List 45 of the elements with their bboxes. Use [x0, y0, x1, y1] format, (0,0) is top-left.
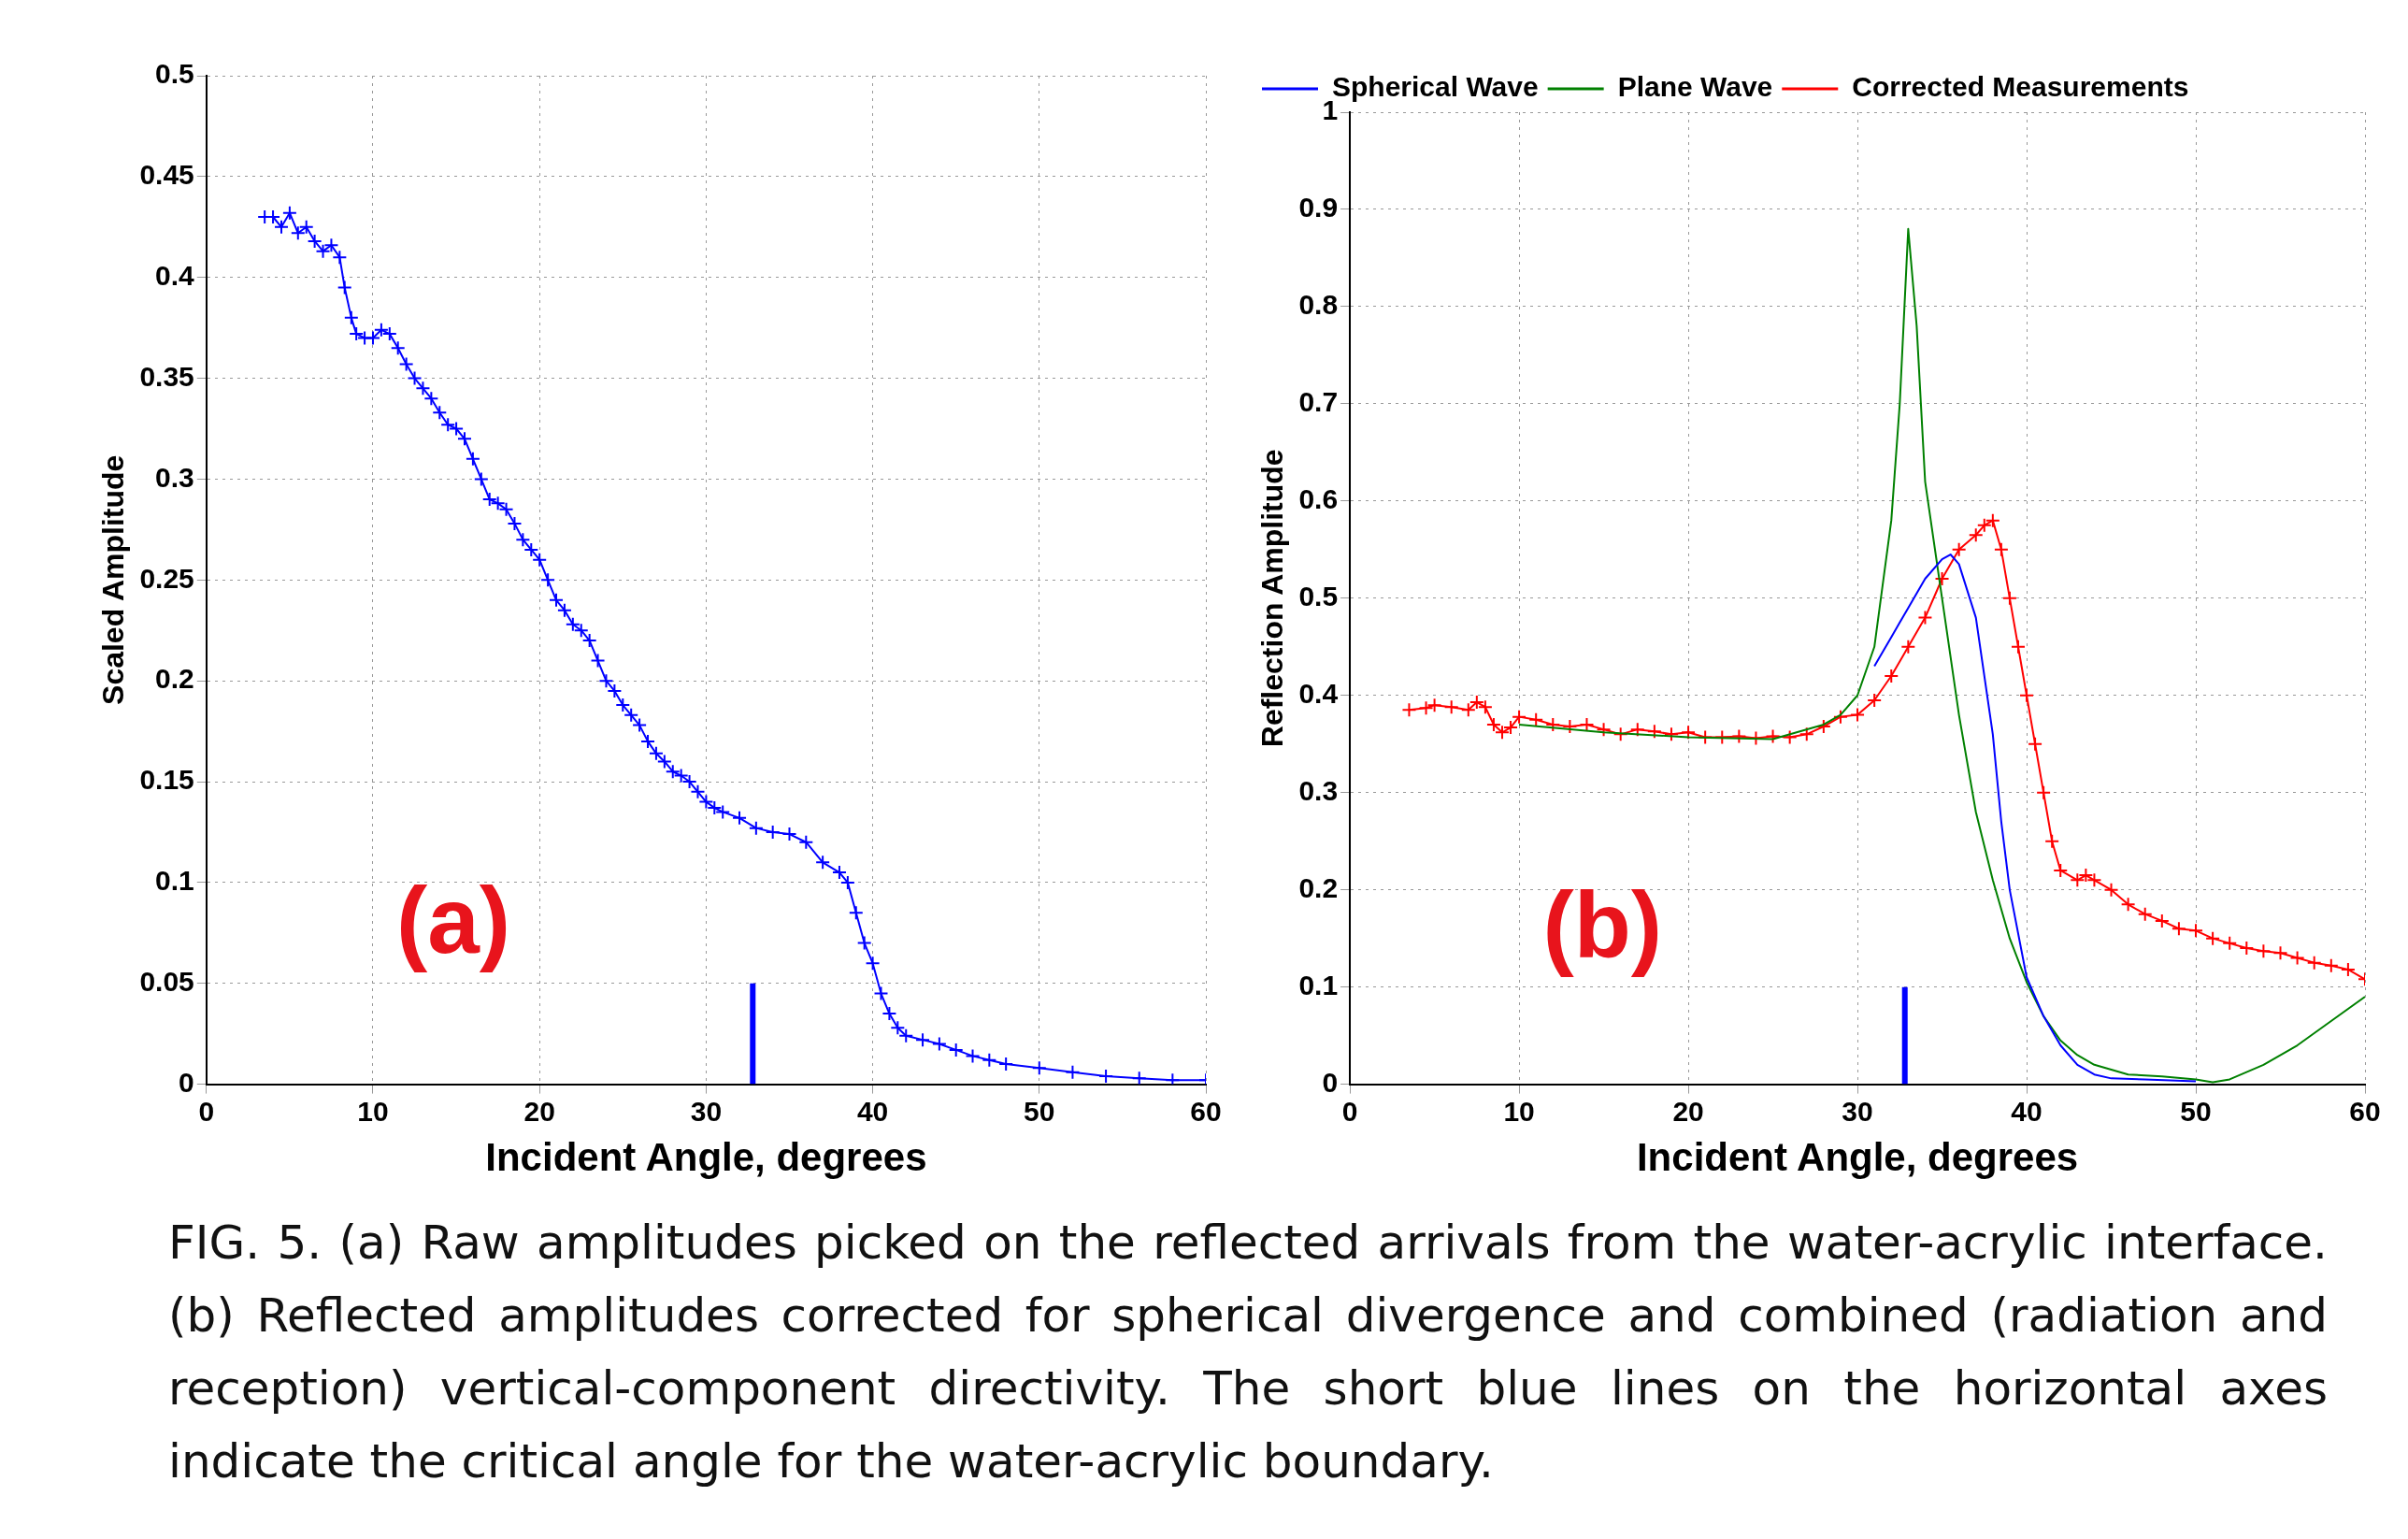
x-tick-label: 60: [1190, 1095, 1222, 1127]
y-tick-label: 0.2: [1298, 871, 1339, 903]
y-tick-label: 0.3: [155, 461, 194, 493]
y-tick-label: 0.1: [1298, 969, 1339, 1000]
x-tick-label: 50: [2180, 1095, 2212, 1127]
y-tick-label: 0.9: [1298, 192, 1339, 223]
x-tick-label: 10: [1503, 1095, 1535, 1127]
y-tick-label: 0.45: [139, 159, 194, 191]
y-tick-label: 0.5: [1298, 581, 1339, 612]
y-tick-label: 0.2: [155, 663, 194, 695]
legend-label: Spherical Wave: [1332, 71, 1539, 103]
legend-label: Plane Wave: [1617, 71, 1773, 103]
y-tick-label: 0.35: [139, 360, 194, 392]
x-tick-label: 50: [1024, 1095, 1055, 1127]
annotation: (a): [395, 868, 511, 973]
y-tick-label: 0.4: [155, 259, 195, 291]
y-tick-label: 0.8: [1298, 289, 1339, 321]
x-tick-label: 0: [1341, 1095, 1358, 1127]
x-tick-label: 40: [856, 1095, 889, 1127]
y-tick-label: 0.25: [139, 562, 194, 594]
y-tick-label: 0.7: [1298, 386, 1339, 418]
caption: FIG. 5. (a) Raw amplitudes picked on the reflected arrivals from the water-acrylic interface. (b) Reflected amplitudes corrected for spherical divergence and combined (radiation and reception) vertical-component directivity. The short blue lines on the horizontal axes indicate the critical angle for the water-acrylic boundary.: [168, 1215, 2328, 1490]
y-tick-label: 0.05: [139, 966, 194, 998]
x-tick-label: 10: [357, 1095, 389, 1127]
y-tick-label: 0: [1322, 1066, 1339, 1098]
annotation: (b): [1542, 872, 1663, 978]
y-tick-label: 0.1: [155, 865, 194, 897]
y-axis-title: Reflection Amplitude: [1255, 449, 1290, 748]
y-tick-label: 0.15: [139, 764, 194, 796]
y-tick-label: 0.6: [1298, 483, 1339, 515]
y-tick-label: 0: [179, 1066, 194, 1098]
x-tick-label: 60: [2349, 1095, 2381, 1127]
x-tick-label: 20: [523, 1095, 555, 1127]
y-tick-label: 0.4: [1298, 678, 1339, 710]
y-tick-label: 0.5: [155, 58, 194, 90]
y-axis-title: Scaled Amplitude: [96, 454, 131, 705]
x-tick-label: 30: [690, 1095, 723, 1127]
x-tick-label: 20: [1672, 1095, 1704, 1127]
x-axis-title: Incident Angle, degrees: [485, 1135, 927, 1180]
legend-label: Corrected Measurements: [1852, 71, 2189, 103]
y-tick-label: 0.3: [1298, 774, 1339, 806]
x-tick-label: 30: [1842, 1095, 1873, 1127]
x-axis-title: Incident Angle, degrees: [1636, 1135, 2079, 1180]
x-tick-label: 0: [198, 1095, 215, 1127]
x-tick-label: 40: [2011, 1095, 2042, 1127]
